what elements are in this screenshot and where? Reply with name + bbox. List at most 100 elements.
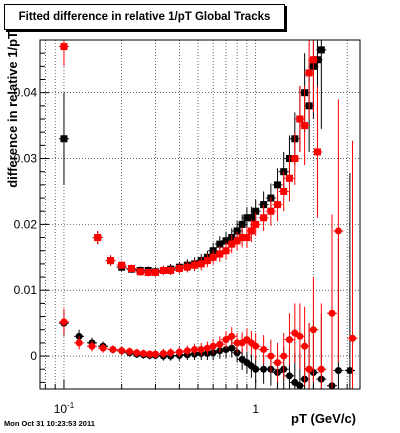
data-point-circle [296, 332, 304, 340]
data-point-circle [146, 350, 154, 358]
data-point-square [296, 115, 304, 123]
data-point-square [60, 135, 68, 143]
data-point-square [233, 237, 241, 245]
y-tick-label: 0.03 [14, 152, 38, 166]
data-point-square [222, 247, 230, 255]
data-point-square [313, 148, 321, 156]
data-point-circle [75, 339, 83, 347]
x-tick-label: 1 [252, 402, 259, 416]
data-point-square [144, 268, 152, 276]
data-point-circle [216, 340, 224, 348]
data-point-circle [252, 365, 260, 373]
data-point-square [222, 237, 230, 245]
data-point-square [94, 234, 102, 242]
data-point-square [136, 268, 144, 276]
data-point-circle [334, 367, 342, 375]
data-point-square [274, 201, 282, 209]
data-point-circle [133, 349, 141, 357]
data-point-square [197, 260, 205, 268]
data-point-square [317, 46, 325, 54]
data-point-circle [334, 227, 342, 235]
data-point-circle [228, 344, 236, 352]
data-point-square [118, 261, 126, 269]
data-point-square [175, 264, 183, 272]
data-point-circle [60, 318, 68, 326]
chart-title: Fitted difference in relative 1/pT Globa… [18, 11, 271, 23]
data-point-circle [88, 342, 96, 350]
data-point-circle [285, 336, 293, 344]
data-point-square [203, 257, 211, 265]
data-point-circle [191, 345, 199, 353]
data-point-circle [280, 352, 288, 360]
data-point-circle [159, 349, 167, 357]
data-point-circle [197, 345, 205, 353]
axes: 0 0.01 0.02 0.03 0.04 10-1 1 [14, 52, 348, 416]
series-1 [58, 40, 323, 277]
data-point-circle [175, 348, 183, 356]
data-point-circle [228, 332, 236, 340]
data-point-circle [260, 345, 268, 353]
data-point-square [305, 69, 313, 77]
data-point-square [151, 268, 159, 276]
data-point-square [252, 220, 260, 228]
data-point-square [280, 187, 288, 195]
data-point-square [183, 263, 191, 271]
y-tick-label: 0.04 [14, 86, 38, 100]
data-point-circle [267, 352, 275, 360]
data-point-circle [99, 344, 107, 352]
data-point-circle [309, 326, 317, 334]
data-point-circle [291, 378, 299, 386]
data-point-square [252, 207, 260, 215]
data-point-circle [233, 339, 241, 347]
data-point-square [267, 207, 275, 215]
data-point-circle [317, 365, 325, 373]
data-point-circle [349, 334, 357, 342]
data-point-square [309, 56, 317, 64]
data-point-circle [167, 349, 175, 357]
data-point-square [228, 240, 236, 248]
data-point-square [191, 261, 199, 269]
data-points [58, 40, 358, 390]
data-point-square [216, 250, 224, 258]
data-point-square [233, 227, 241, 235]
data-point-square [209, 253, 217, 261]
data-point-circle [260, 365, 268, 373]
data-point-circle [118, 347, 126, 355]
y-tick-label: 0 [30, 349, 37, 363]
data-point-circle [291, 329, 299, 337]
data-point-square [107, 257, 115, 265]
timestamp: Mon Oct 31 10:23:53 2011 [4, 419, 95, 428]
data-point-circle [126, 347, 134, 355]
data-point-square [243, 234, 251, 242]
y-axis-label: difference in relative 1/pT [5, 31, 20, 188]
series-2 [58, 173, 355, 390]
data-point-square [285, 174, 293, 182]
data-point-square [247, 227, 255, 235]
data-point-circle [252, 342, 260, 350]
data-point-circle [296, 382, 304, 390]
data-point-square [60, 43, 68, 51]
data-point-square [260, 214, 268, 222]
data-point-square [238, 220, 246, 228]
data-point-circle [285, 372, 293, 380]
data-point-circle [305, 365, 313, 373]
series-3 [58, 99, 358, 389]
data-point-circle [183, 347, 191, 355]
data-point-circle [222, 336, 230, 344]
x-axis-label: pT (GeV/c) [291, 411, 357, 426]
data-point-square [159, 266, 167, 274]
grid-lines [40, 40, 360, 389]
chart-title-box: Fitted difference in relative 1/pT Globa… [4, 4, 285, 30]
data-point-square [301, 122, 309, 130]
data-point-square [274, 181, 282, 189]
data-point-circle [109, 345, 117, 353]
data-point-circle [301, 342, 309, 350]
data-point-circle [274, 359, 282, 367]
data-point-circle [328, 309, 336, 317]
data-point-circle [346, 367, 354, 375]
data-point-square [127, 264, 135, 272]
data-point-square [216, 240, 224, 248]
data-point-square [247, 214, 255, 222]
data-point-square [167, 266, 175, 274]
y-tick-label: 0.02 [14, 217, 38, 231]
